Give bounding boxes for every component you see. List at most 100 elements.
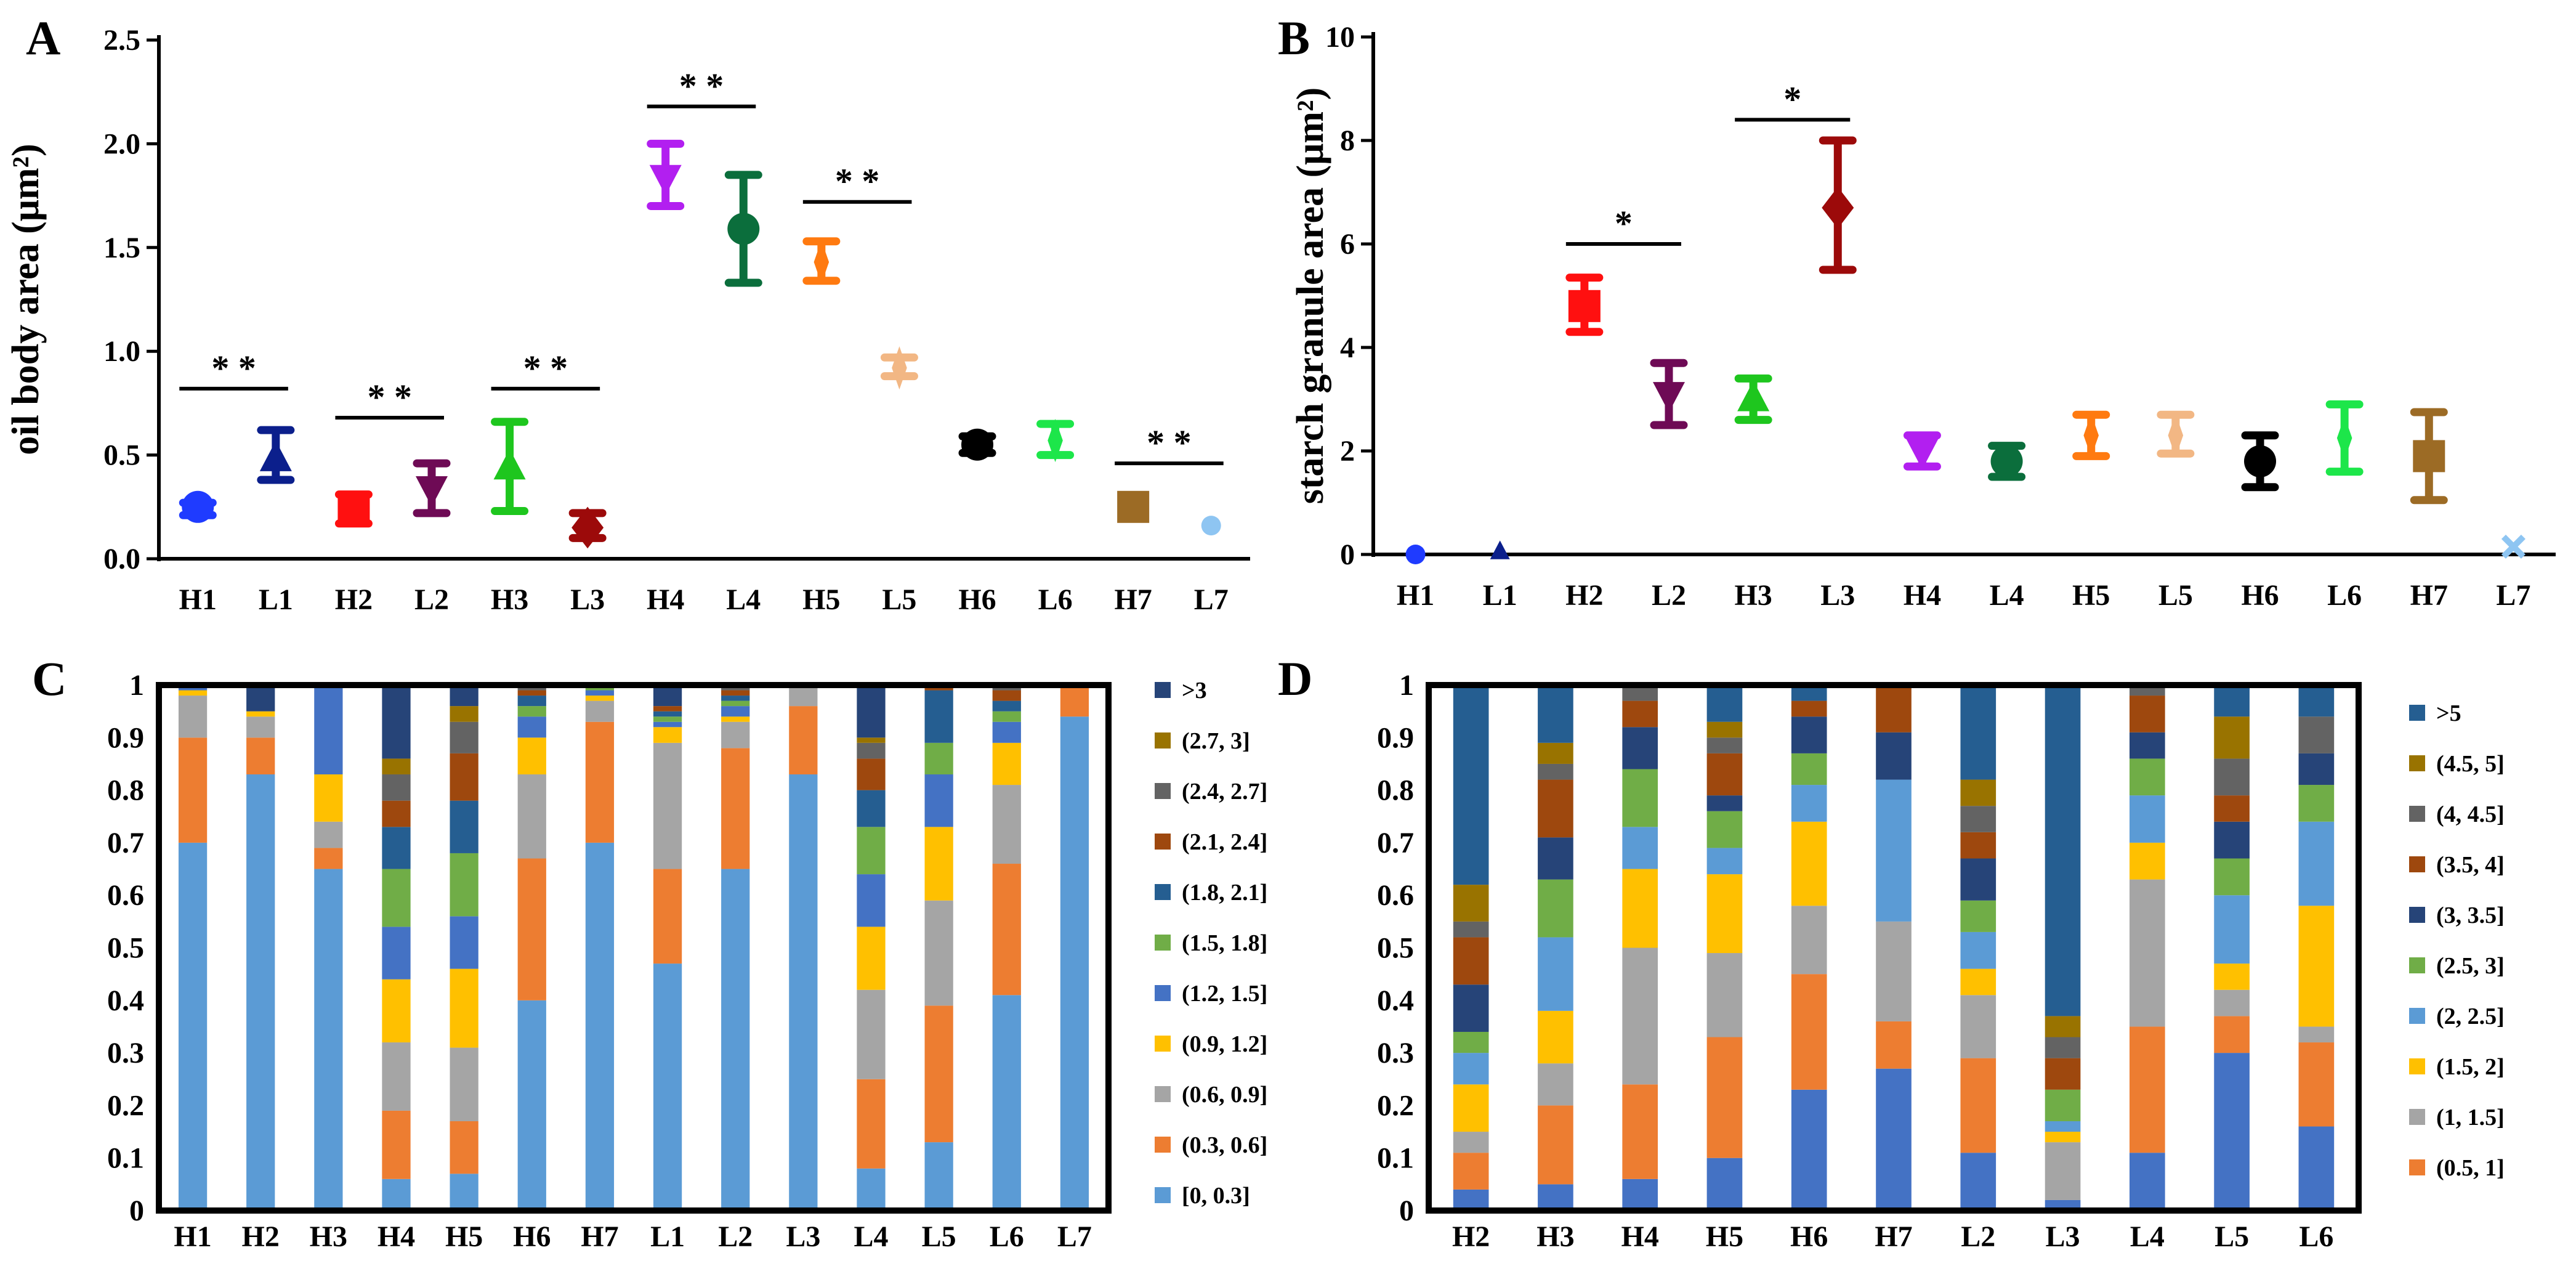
bar-segment	[1453, 1153, 1489, 1190]
significance-label: * *	[211, 348, 256, 388]
bar-segment	[1060, 716, 1089, 1211]
x-tick-label: H5	[445, 1220, 483, 1253]
y-tick-label: 0.2	[1377, 1089, 1414, 1122]
bar-segment	[1706, 721, 1743, 738]
bar-segment	[857, 758, 886, 790]
panel-d: D 0 0.1 0.2 0.3 0.4 0.5 0.6 0.7 0.8 0.9 1 H2 H3 H4 H5 H6…	[1278, 652, 2505, 1253]
y-tick-label: 0.0	[103, 543, 140, 575]
bar-segment	[1538, 1063, 1573, 1106]
bar-segment	[2045, 1089, 2081, 1121]
bar-segment	[2129, 879, 2165, 1027]
data-point-h6	[961, 428, 993, 461]
bar-segment	[178, 696, 208, 738]
x-tick-label: L1	[259, 583, 293, 616]
legend-label: (1.5, 1.8]	[1182, 930, 1267, 956]
x-tick-label: L7	[1194, 583, 1229, 616]
bar-segment	[857, 742, 886, 759]
bar-segment	[2214, 758, 2250, 796]
bar-segment	[2045, 1142, 2081, 1200]
y-axis-label: starch granule area (μm²)	[1290, 87, 1331, 505]
bar-segment	[1706, 1158, 1743, 1211]
x-tick-label: L4	[1990, 579, 2024, 612]
bar-segment	[653, 742, 682, 869]
legend-swatch	[1155, 1086, 1171, 1102]
legend-swatch	[1155, 834, 1171, 850]
data-point-l7	[1201, 516, 1221, 536]
bar-segment	[450, 721, 478, 753]
data-point-l4	[1990, 445, 2023, 477]
x-tick-label: L6	[2299, 1220, 2333, 1253]
bar-segment	[1706, 685, 1743, 722]
bar-segment	[992, 711, 1021, 722]
bar-segment	[924, 742, 953, 775]
y-tick-label: 2.0	[103, 128, 140, 160]
bar-segment	[246, 737, 275, 775]
bar-segment	[517, 774, 546, 859]
data-point-h3	[493, 448, 526, 480]
data-point-l1	[1490, 540, 1510, 559]
plot-frame	[156, 682, 1112, 1214]
bar-segment	[1453, 1053, 1489, 1085]
bar-segment	[1706, 1037, 1743, 1158]
x-tick-label: L5	[2158, 579, 2193, 612]
bar-segment	[721, 700, 750, 707]
bar-segment	[857, 874, 886, 927]
x-tick-label: L3	[786, 1220, 820, 1253]
x-tick-label: H6	[958, 583, 996, 616]
y-tick-label: 4	[1340, 331, 1355, 364]
bar-segment	[857, 1168, 886, 1211]
bar-segment	[314, 774, 343, 822]
bar-segment	[314, 848, 343, 869]
bar-segment	[2298, 716, 2335, 753]
x-tick-label: H1	[179, 583, 217, 616]
legend-label: (0.3, 0.6]	[1182, 1132, 1267, 1158]
panel-label: D	[1278, 652, 1312, 705]
bar-segment	[2129, 732, 2165, 759]
bar-segment	[314, 821, 343, 848]
x-tick-label: L4	[854, 1220, 888, 1253]
x-tick-label: L6	[990, 1220, 1024, 1253]
bar-segment	[857, 790, 886, 827]
data-point-l5	[892, 346, 907, 390]
x-tick-label: H2	[1452, 1220, 1490, 1253]
data-point-l3	[1822, 187, 1854, 229]
bar-segment	[1538, 779, 1573, 838]
data-point-h3	[1737, 381, 1770, 412]
bar-segment	[2298, 685, 2335, 717]
bar-segment	[721, 696, 750, 701]
x-tick-label: H4	[1904, 579, 1941, 612]
bar-segment	[2045, 1121, 2081, 1132]
bar-segment	[1538, 763, 1573, 780]
legend-label: (2.7, 3]	[1182, 728, 1250, 754]
legend-label: (0.5, 1]	[2436, 1155, 2505, 1181]
bar-segment	[1791, 785, 1827, 822]
bar-segment	[2298, 1042, 2335, 1127]
bar-segment	[1453, 1031, 1489, 1053]
bar-segment	[789, 706, 818, 775]
bar-segment	[2214, 795, 2250, 822]
bar-segment	[246, 716, 275, 738]
y-tick-label: 1	[129, 669, 144, 702]
x-tick-label: H2	[335, 583, 373, 616]
data-point-h2	[1568, 290, 1601, 322]
bar-segment	[857, 1079, 886, 1169]
bar-segment	[1453, 1084, 1489, 1132]
bar-segment	[1960, 900, 1997, 932]
x-tick-label: L3	[570, 583, 605, 616]
legend-label: (1.8, 2.1]	[1182, 880, 1267, 906]
bar-segment	[1960, 1153, 1997, 1211]
y-tick-label: 0	[1399, 1195, 1414, 1227]
panel-c: C 0 0.1 0.2 0.3 0.4 0.5 0.6 0.7 0.8 0.9 1 H1 H2 H3 H4 H5…	[32, 652, 1267, 1253]
bar-segment	[992, 700, 1021, 712]
bar-segment	[382, 1042, 411, 1111]
significance-label: * *	[523, 348, 568, 388]
x-tick-label: H5	[802, 583, 840, 616]
data-point-h5	[2083, 413, 2099, 457]
bar-segment	[992, 785, 1021, 864]
x-tick-label: L5	[882, 583, 916, 616]
significance-label: *	[1615, 203, 1633, 243]
legend-label: [0, 0.3]	[1182, 1183, 1250, 1209]
x-tick-label: L5	[922, 1220, 956, 1253]
bar-segment	[992, 742, 1021, 785]
bar-segment	[382, 869, 411, 927]
